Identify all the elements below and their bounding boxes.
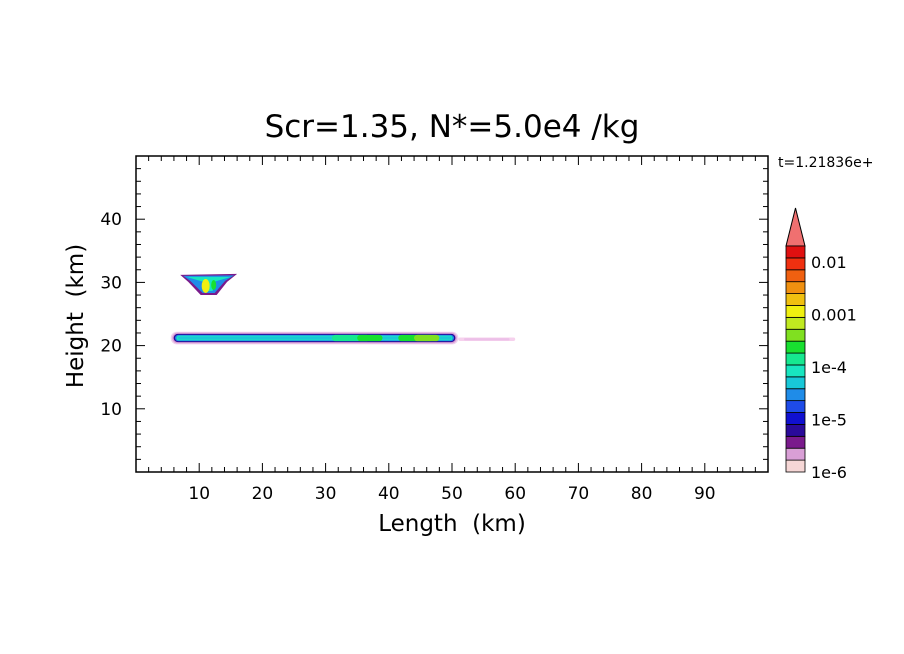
colorbar-label: 1e-6 [811, 463, 847, 482]
plot-frame [135, 155, 769, 473]
colorbar-swatch [785, 328, 806, 342]
colorbar-swatch [785, 376, 806, 390]
colorbar-swatch [785, 305, 806, 318]
x-tick-label: 30 [315, 484, 337, 504]
colorbar: 0.01 0.001 1e-4 1e-5 1e-6 [785, 207, 857, 482]
colorbar-swatch [785, 400, 806, 413]
colorbar-swatch [785, 435, 806, 449]
x-tick-label: 10 [188, 484, 210, 504]
cloud-tail [464, 338, 510, 341]
colorbar-swatch [785, 340, 806, 354]
colorbar-swatch [785, 269, 806, 283]
x-tick-label: 60 [504, 484, 526, 504]
colorbar-swatch [785, 352, 806, 366]
y-tick-labels: 10 20 30 40 [100, 210, 122, 420]
y-tick-label: 10 [100, 400, 122, 420]
colorbar-label: 1e-4 [811, 358, 847, 377]
cloud-core [211, 279, 217, 290]
x-tick-labels: 10 20 30 40 50 60 70 80 90 [188, 484, 715, 504]
x-tick-label: 70 [568, 484, 590, 504]
cloud-cell [414, 334, 440, 342]
colorbar-label: 0.01 [811, 253, 847, 272]
y-axis-label: Height (km) [63, 244, 89, 388]
time-label: t=1.21836e+ [778, 155, 873, 171]
cloud-core [201, 278, 210, 293]
y-tick-label: 30 [100, 273, 122, 293]
y-tick-label: 20 [100, 337, 122, 357]
colorbar-label: 1e-5 [811, 410, 847, 429]
colorbar-swatch [785, 257, 806, 271]
y-tick-label: 40 [100, 210, 122, 230]
colorbar-swatch [785, 316, 806, 330]
x-axis-label: Length (km) [378, 511, 526, 537]
axis-ticks [136, 156, 768, 472]
colorbar-swatch [785, 388, 806, 402]
colorbar-swatch [785, 293, 806, 306]
colorbar-extension [785, 207, 806, 247]
colorbar-swatch [785, 424, 806, 437]
colorbar-swatch [785, 447, 806, 461]
x-tick-label: 20 [252, 484, 274, 504]
plot-area: 10 20 30 40 50 60 70 80 90 10 20 30 40 [100, 155, 769, 504]
x-tick-label: 90 [694, 484, 716, 504]
x-tick-label: 50 [441, 484, 463, 504]
colorbar-label: 0.001 [811, 305, 857, 324]
colorbar-swatch [785, 245, 806, 259]
colorbar-swatch [785, 364, 806, 378]
x-tick-label: 80 [631, 484, 653, 504]
cloud-layer [177, 336, 452, 340]
colorbar-swatch [785, 281, 806, 294]
cloud-field [170, 273, 516, 345]
cloud-cell [357, 334, 383, 342]
colorbar-swatch [785, 412, 806, 425]
x-tick-label: 40 [378, 484, 400, 504]
colorbar-swatch [785, 459, 806, 473]
chart-title: Scr=1.35, N*=5.0e4 /kg [265, 109, 640, 145]
